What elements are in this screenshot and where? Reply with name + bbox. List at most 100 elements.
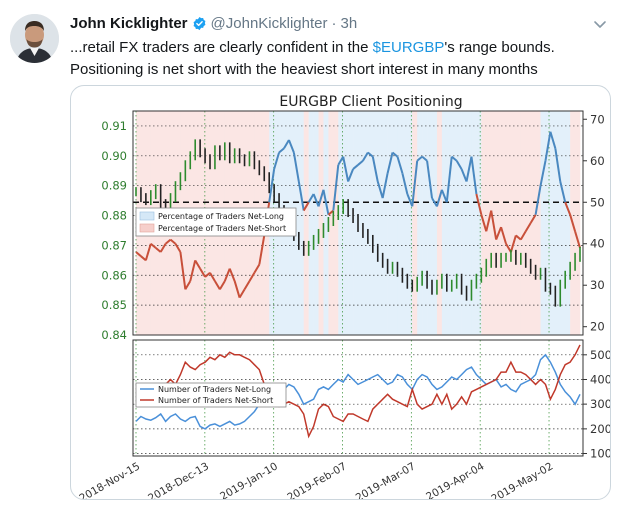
- positioning-chart: EURGBP Client Positioning 0.91 0.90 0.89 0.8…: [77, 94, 611, 500]
- percent-long-segment: [332, 164, 340, 211]
- percent-long-segment: [515, 234, 522, 241]
- percent-long-segment: [204, 272, 211, 278]
- percent-long-segment: [371, 156, 379, 182]
- percent-long-segment: [223, 268, 231, 282]
- percent-long-segment: [184, 280, 192, 290]
- series-net-short-count: [135, 344, 581, 439]
- top-panel-frame: [132, 110, 584, 336]
- net-long-shading: [362, 111, 369, 335]
- percent-long-segment: [342, 156, 350, 182]
- percent-long-segment: [164, 238, 172, 245]
- percent-long-segment: [219, 280, 226, 290]
- percent-long-segment: [144, 243, 152, 261]
- percent-long-segment: [544, 131, 552, 161]
- net-long-shading: [407, 111, 413, 335]
- net-short-shading: [530, 111, 536, 335]
- net-long-shading: [293, 111, 300, 335]
- percent-long-segment: [519, 230, 527, 241]
- verified-badge-icon: [193, 16, 205, 30]
- net-long-shading: [397, 111, 403, 335]
- author-name[interactable]: John Kicklighter: [70, 14, 188, 32]
- percent-long-segment: [574, 231, 581, 249]
- percent-long-segment: [480, 214, 488, 232]
- percent-long-segment: [460, 168, 468, 182]
- percent-long-segment: [248, 272, 256, 282]
- percent-long-segment: [312, 193, 320, 207]
- net-short-shading: [501, 111, 507, 335]
- net-long-shading: [446, 111, 453, 335]
- top-legend-box: [135, 207, 297, 237]
- chevron-down-icon[interactable]: [592, 16, 608, 32]
- series-net-long-count: [135, 353, 581, 430]
- net-long-shading: [417, 111, 423, 335]
- percent-long-segment: [362, 151, 369, 162]
- net-long-shading: [555, 111, 561, 335]
- net-long-shading: [382, 111, 388, 335]
- net-long-shading: [308, 111, 314, 335]
- tweet-text-line-1: ...retail FX traders are clearly confide…: [70, 37, 615, 59]
- net-short-shading: [303, 111, 309, 335]
- percent-long-segment: [401, 172, 409, 195]
- percent-long-segment: [549, 131, 557, 149]
- percent-long-segment: [435, 189, 443, 207]
- percent-long-segment: [564, 201, 572, 216]
- percent-long-segment: [258, 235, 266, 265]
- x-tick-label: 2019-Apr-04: [424, 460, 487, 500]
- percent-long-segment: [500, 226, 507, 245]
- net-short-shading: [520, 111, 527, 335]
- y-right-tick-label: 200: [590, 422, 611, 436]
- net-long-shading: [476, 111, 482, 335]
- percent-long-segment: [317, 189, 325, 207]
- percent-long-segment: [155, 247, 162, 253]
- legend-label-net-short: Percentage of Traders Net-Short: [158, 224, 286, 233]
- percent-long-segment: [490, 210, 498, 240]
- bottom-panel-frame: [132, 339, 584, 457]
- legend-label-net-long: Percentage of Traders Net-Long: [158, 212, 284, 221]
- percent-long-segment: [376, 181, 384, 199]
- percent-long-segment: [268, 168, 276, 203]
- cashtag-link[interactable]: $EURGBP: [372, 39, 445, 56]
- tweet-text: ...retail FX traders are clearly confide…: [70, 37, 615, 81]
- percent-long-segment: [347, 168, 354, 182]
- net-short-shading: [496, 111, 502, 335]
- net-long-shading: [422, 111, 428, 335]
- percent-long-segment: [524, 222, 532, 232]
- x-tick-label: 2019-Mar-07: [354, 460, 418, 500]
- bottom-legend-box: [135, 382, 287, 408]
- percent-long-segment: [288, 139, 295, 153]
- net-long-shading: [358, 111, 364, 335]
- y-left-tick-label: 0.88: [101, 209, 127, 223]
- percent-long-segment: [495, 226, 502, 240]
- y-right-tick-label: 30: [590, 278, 605, 292]
- percent-long-segment: [367, 151, 374, 158]
- net-long-shading: [461, 111, 467, 335]
- percent-long-segment: [278, 147, 285, 154]
- net-long-shading: [338, 111, 344, 335]
- net-short-shading: [510, 111, 517, 335]
- percent-long-segment: [505, 243, 512, 253]
- tweet-timestamp[interactable]: 3h: [340, 14, 358, 32]
- percent-long-segment: [386, 152, 394, 174]
- percent-long-segment: [322, 189, 330, 215]
- tweet-text-part: ...retail FX traders are clearly confide…: [70, 39, 373, 56]
- percent-long-segment: [534, 185, 542, 215]
- percent-long-segment: [199, 268, 206, 278]
- net-long-shading: [560, 111, 566, 335]
- percent-long-segment: [292, 152, 300, 182]
- tweet-media-image[interactable]: EURGBP Client Positioning 0.91 0.90 0.89 0.8…: [70, 85, 611, 500]
- net-long-shading: [451, 111, 457, 335]
- chart-title: EURGBP Client Positioning: [279, 94, 462, 110]
- percent-long-segment: [470, 156, 478, 195]
- y-right-tick-label: 20: [590, 320, 605, 334]
- net-short-shading: [333, 111, 339, 335]
- net-short-shading: [535, 111, 541, 335]
- percent-long-segment: [283, 139, 290, 149]
- legend-label-net-short-count: Number of Traders Net-Short: [158, 396, 273, 405]
- percent-long-segment: [440, 189, 448, 203]
- net-long-shading: [323, 111, 329, 335]
- net-long-shading: [298, 111, 305, 335]
- author-handle[interactable]: @JohnKicklighter: [210, 14, 328, 32]
- y-right-tick-label: 60: [590, 154, 605, 168]
- avatar[interactable]: [10, 14, 59, 63]
